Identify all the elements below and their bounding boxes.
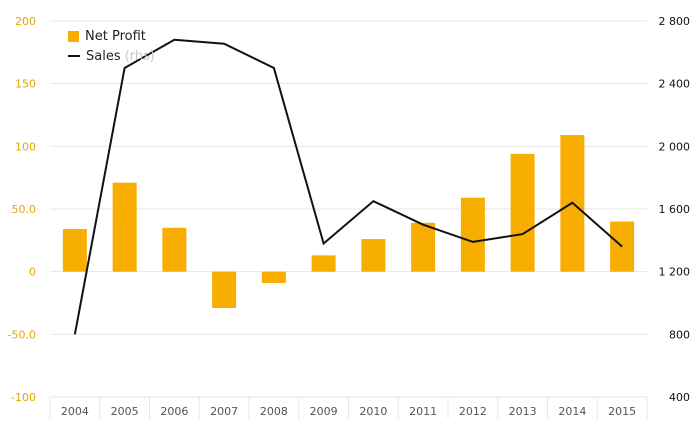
x-axis-category-label: 2007 bbox=[210, 405, 238, 418]
y-axis-left-tick-label: -100 bbox=[11, 391, 36, 404]
bar-net-profit bbox=[460, 197, 485, 272]
y-axis-left-tick-label: -50.0 bbox=[8, 328, 36, 341]
legend-label-sales: Sales bbox=[86, 48, 121, 64]
x-axis-category-label: 2014 bbox=[558, 405, 586, 418]
legend-line-sales bbox=[68, 55, 80, 57]
x-axis-category-label: 2013 bbox=[509, 405, 537, 418]
y-axis-left-tick-label: 150 bbox=[15, 78, 36, 91]
y-axis-left-tick-label: 200 bbox=[15, 15, 36, 28]
legend-label-net-profit: Net Profit bbox=[85, 28, 146, 44]
y-axis-right-tick-label: 2 000 bbox=[659, 140, 691, 153]
x-axis-category-label: 2004 bbox=[61, 405, 89, 418]
bar-net-profit bbox=[361, 239, 386, 272]
bar-net-profit bbox=[411, 222, 436, 272]
y-axis-right-tick-label: 800 bbox=[669, 328, 690, 341]
x-axis-category-label: 2010 bbox=[359, 405, 387, 418]
legend-item-net-profit: Net Profit bbox=[68, 26, 155, 46]
y-axis-left-tick-label: 0 bbox=[29, 266, 36, 279]
legend-item-sales: Sales (rhs) bbox=[68, 46, 155, 66]
legend: Net Profit Sales (rhs) bbox=[68, 26, 155, 66]
x-axis-category-label: 2009 bbox=[310, 405, 338, 418]
bar-net-profit bbox=[212, 271, 237, 309]
x-axis-category-label: 2015 bbox=[608, 405, 636, 418]
x-axis-category-label: 2005 bbox=[111, 405, 139, 418]
bar-net-profit bbox=[112, 182, 137, 272]
x-axis-category-label: 2008 bbox=[260, 405, 288, 418]
y-axis-right-tick-label: 1 600 bbox=[659, 203, 691, 216]
x-axis-category-label: 2006 bbox=[160, 405, 188, 418]
bar-net-profit bbox=[311, 255, 336, 272]
legend-swatch-net-profit bbox=[68, 30, 79, 42]
y-axis-left-tick-label: 50.0 bbox=[12, 203, 37, 216]
bar-net-profit bbox=[261, 271, 286, 283]
bar-net-profit bbox=[62, 229, 87, 272]
y-axis-right-tick-label: 2 800 bbox=[659, 15, 691, 28]
y-axis-right-tick-label: 400 bbox=[669, 391, 690, 404]
y-axis-right-tick-label: 2 400 bbox=[659, 78, 691, 91]
y-axis-left-tick-label: 100 bbox=[15, 140, 36, 153]
bar-net-profit bbox=[162, 227, 187, 272]
y-axis-right-tick-label: 1 200 bbox=[659, 266, 691, 279]
x-axis-category-label: 2011 bbox=[409, 405, 437, 418]
legend-label-sales-suffix: (rhs) bbox=[124, 48, 155, 64]
x-axis-category-label: 2012 bbox=[459, 405, 487, 418]
line-sales bbox=[73, 38, 623, 335]
bar-net-profit bbox=[510, 153, 535, 272]
